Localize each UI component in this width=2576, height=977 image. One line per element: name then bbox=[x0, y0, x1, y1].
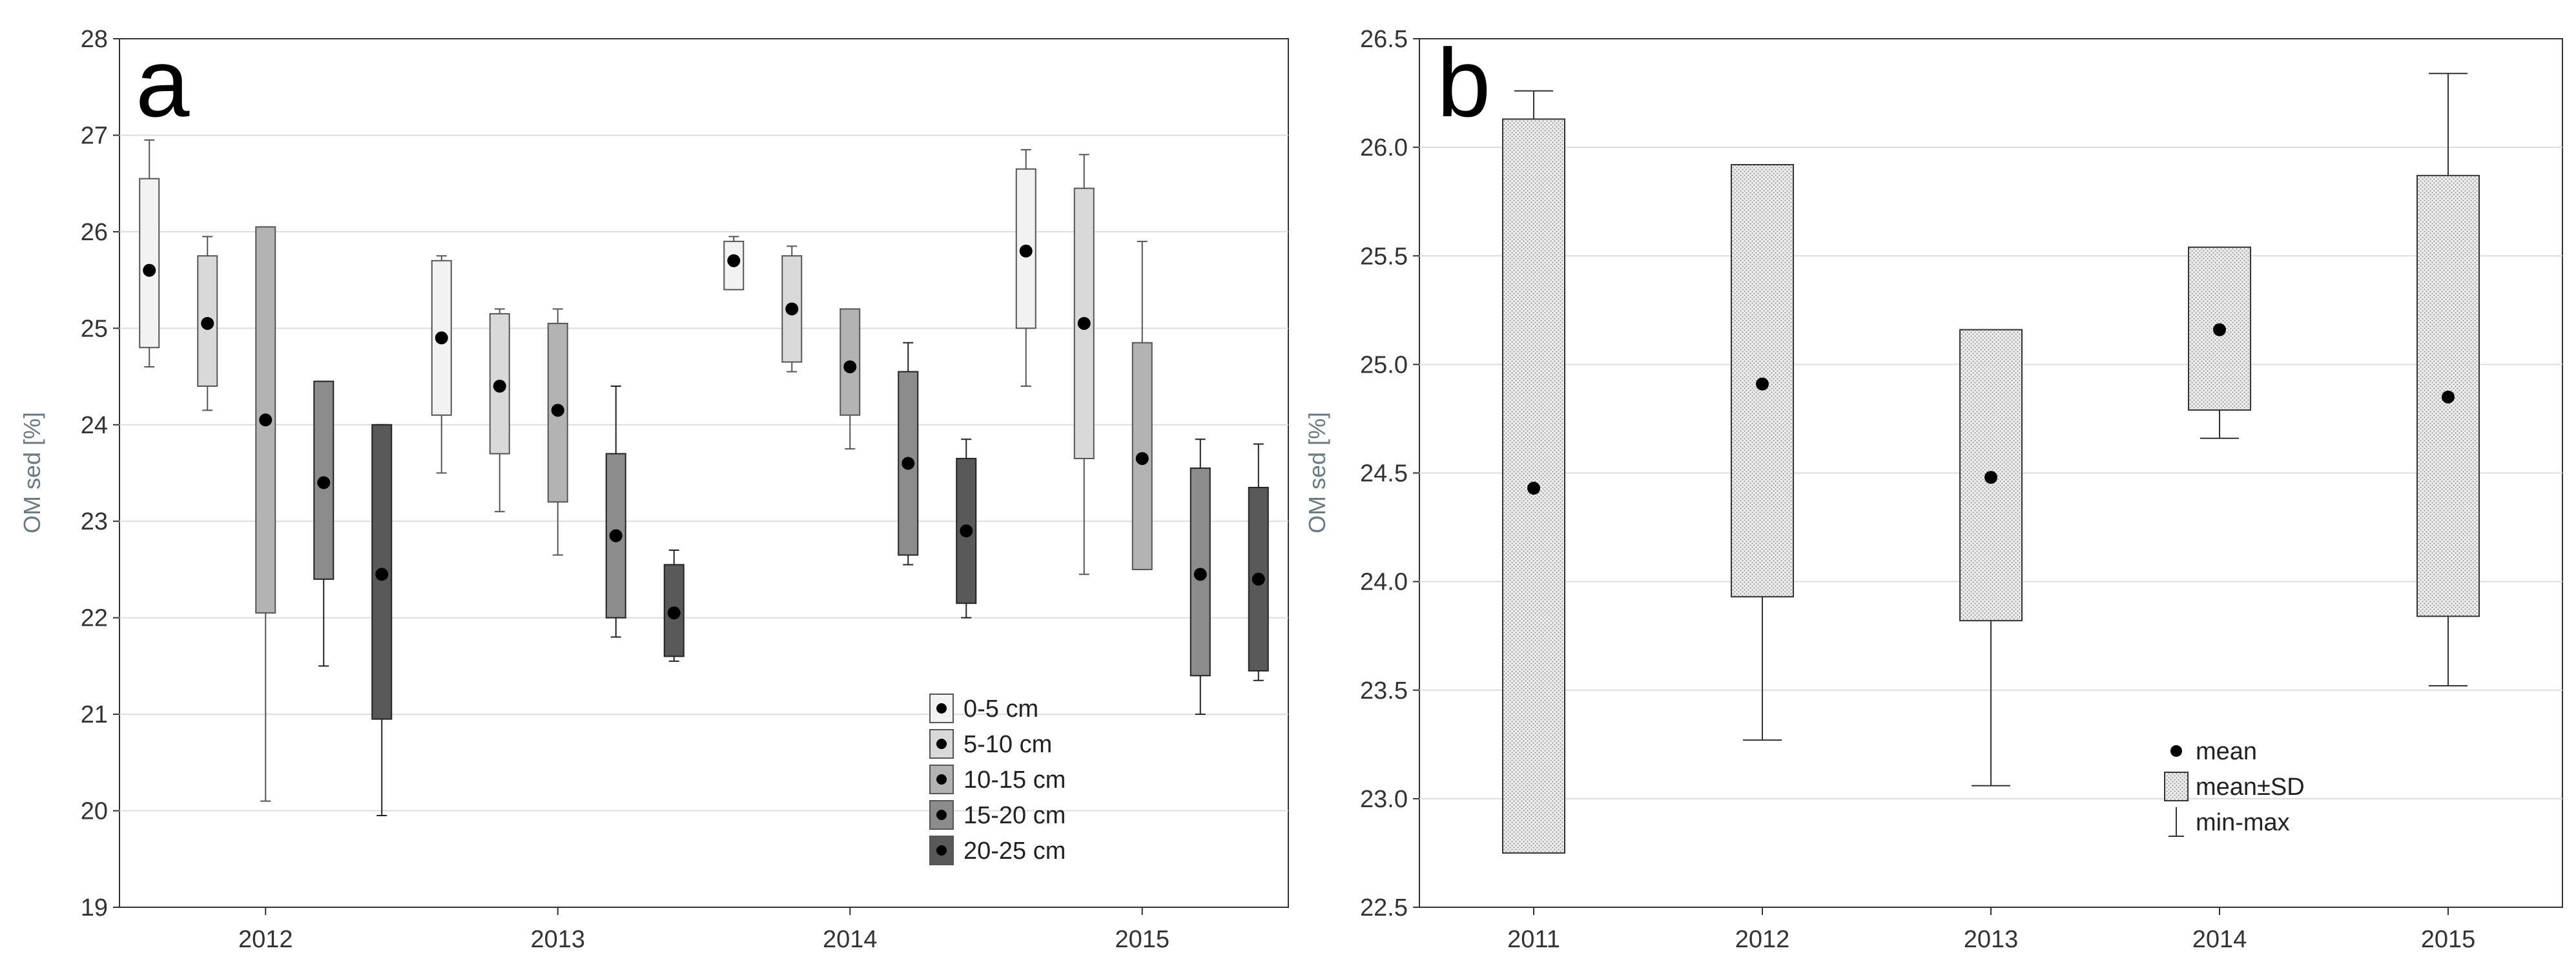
y-axis-label-b: OM sed [%] bbox=[1304, 412, 1330, 533]
legend-label: 5-10 cm bbox=[963, 731, 1052, 758]
x-axis-ticks-a: 2012 2013 2014 2015 bbox=[238, 907, 1170, 953]
x-tick-label: 2014 bbox=[2192, 926, 2247, 953]
x-axis-ticks-b: 2011 2012 2013 2014 2015 bbox=[1507, 907, 2475, 953]
mean-point bbox=[609, 529, 623, 542]
legend-marker bbox=[936, 810, 947, 820]
box-sd bbox=[1959, 329, 2023, 622]
box-sd bbox=[2416, 174, 2480, 617]
x-tick-label: 2013 bbox=[530, 926, 585, 953]
y-tick-label: 19 bbox=[81, 894, 108, 921]
y-tick-label: 20 bbox=[81, 798, 108, 825]
mean-point bbox=[143, 263, 156, 277]
mean-point bbox=[2442, 390, 2455, 404]
mean-point bbox=[667, 606, 681, 620]
mean-point bbox=[1193, 568, 1207, 581]
legend-label: 20-25 cm bbox=[963, 838, 1066, 865]
legend-sd-swatch bbox=[2164, 772, 2189, 801]
mean-point bbox=[1135, 452, 1149, 466]
legend-label: min-max bbox=[2196, 809, 2290, 836]
y-tick-label: 26.5 bbox=[1360, 26, 1408, 53]
legend-label: 10-15 cm bbox=[963, 766, 1066, 794]
mean-point bbox=[201, 316, 214, 330]
mean-point bbox=[259, 413, 273, 427]
y-tick-label: 21 bbox=[81, 701, 108, 728]
legend-swatch bbox=[929, 729, 954, 759]
panel-b: 22.5 23.0 23.5 24.0 24.5 25.0 25.5 26.0 26.5 201… bbox=[1304, 26, 2563, 953]
mean-point bbox=[1756, 377, 1769, 391]
y-tick-label: 24 bbox=[81, 412, 108, 439]
mean-point bbox=[493, 380, 506, 393]
legend-marker bbox=[936, 845, 947, 856]
y-tick-label: 23.0 bbox=[1360, 786, 1408, 813]
x-tick-label: 2014 bbox=[823, 926, 878, 953]
y-tick-label: 25.0 bbox=[1360, 351, 1408, 378]
y-tick-label: 25.5 bbox=[1360, 243, 1408, 270]
y-tick-label: 24.0 bbox=[1360, 569, 1408, 596]
legend-marker bbox=[936, 739, 947, 749]
y-tick-label: 25 bbox=[81, 315, 108, 342]
y-tick-label: 23.5 bbox=[1360, 677, 1408, 704]
mean-point bbox=[375, 568, 389, 581]
mean-point bbox=[317, 476, 331, 489]
plot-area-a bbox=[119, 38, 1289, 908]
legend-label: mean±SD bbox=[2196, 774, 2305, 801]
mean-point bbox=[435, 331, 448, 345]
legend-label: 0-5 cm bbox=[963, 695, 1038, 723]
mean-point bbox=[1077, 316, 1091, 330]
y-tick-label: 26 bbox=[81, 219, 108, 246]
box bbox=[139, 178, 160, 349]
y-tick-label: 27 bbox=[81, 122, 108, 149]
mean-point bbox=[2213, 323, 2226, 336]
mean-point bbox=[551, 404, 564, 417]
y-axis-label-a: OM sed [%] bbox=[19, 412, 45, 533]
mean-point bbox=[902, 457, 915, 470]
legend-marker bbox=[936, 703, 947, 714]
panel-label-b: b bbox=[1437, 28, 1490, 137]
mean-point bbox=[1019, 244, 1033, 258]
y-axis-ticks-b: 22.5 23.0 23.5 24.0 24.5 25.0 25.5 26.0 26.5 bbox=[1360, 26, 1419, 921]
y-tick-label: 26.0 bbox=[1360, 134, 1408, 161]
panel-label-a: a bbox=[136, 28, 190, 137]
mean-point bbox=[1984, 471, 1997, 484]
x-tick-label: 2013 bbox=[1964, 926, 2019, 953]
y-tick-label: 23 bbox=[81, 508, 108, 535]
legend-label: mean bbox=[2196, 738, 2257, 765]
legend-b: mean mean±SD min-max bbox=[2164, 738, 2305, 837]
legend-mean-marker bbox=[2170, 745, 2182, 757]
mean-point bbox=[1252, 572, 1265, 586]
y-tick-label: 28 bbox=[81, 26, 108, 53]
x-tick-label: 2015 bbox=[2421, 926, 2476, 953]
boxes-a bbox=[139, 139, 1269, 817]
y-tick-label: 22.5 bbox=[1360, 894, 1408, 921]
legend-marker bbox=[936, 774, 947, 785]
x-tick-label: 2012 bbox=[238, 926, 293, 953]
x-tick-label: 2011 bbox=[1507, 926, 1560, 953]
legend-a: 0-5 cm 5-10 cm 10-15 cm 15-20 cm 20-25 cm bbox=[929, 694, 1066, 865]
mean-point bbox=[727, 254, 741, 267]
mean-point bbox=[1527, 482, 1540, 495]
y-tick-label: 24.5 bbox=[1360, 460, 1408, 488]
legend-label: 15-20 cm bbox=[963, 802, 1066, 829]
panel-a: 19 20 21 22 23 24 25 26 27 28 2012 2013 2014 2015 OM… bbox=[19, 26, 1289, 953]
y-tick-label: 22 bbox=[81, 605, 108, 632]
mean-point bbox=[785, 302, 799, 316]
boxes-b bbox=[1502, 72, 2480, 854]
x-tick-label: 2015 bbox=[1115, 926, 1170, 953]
y-axis-ticks-a: 19 20 21 22 23 24 25 26 27 28 bbox=[81, 26, 119, 921]
mean-point bbox=[960, 524, 973, 538]
mean-point bbox=[843, 360, 857, 374]
x-tick-label: 2012 bbox=[1735, 926, 1790, 953]
